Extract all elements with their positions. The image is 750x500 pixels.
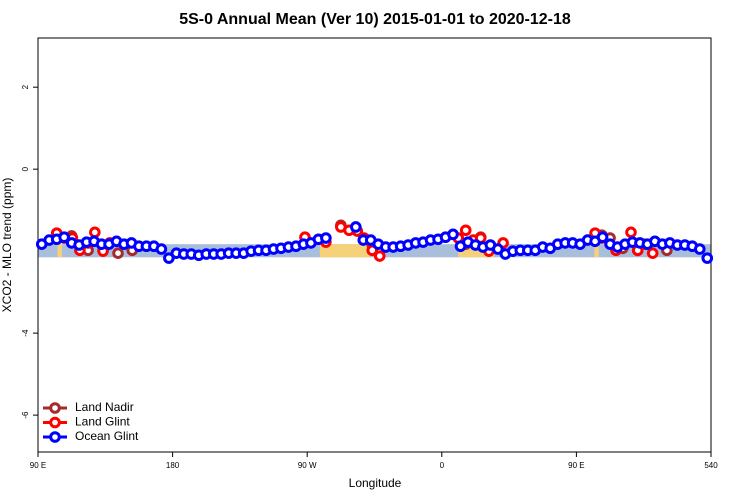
band [319,244,371,258]
legend-label: Ocean Glint [75,429,139,443]
point [625,226,637,239]
point [596,231,609,244]
legend-marker [49,431,61,443]
x-tick-label: 90 E [30,461,46,470]
x-tick-label: 540 [704,461,718,470]
x-tick-label: 0 [440,461,445,470]
point [459,224,472,237]
legend-label: Land Nadir [75,400,134,414]
point [693,243,706,255]
y-tick-label: -4 [21,329,30,337]
point [320,232,332,244]
legend-label: Land Glint [75,415,130,429]
point [447,228,459,241]
x-tick-label: 90 E [568,461,584,470]
chart-title: 5S-0 Annual Mean (Ver 10) 2015-01-01 to … [179,11,571,28]
y-tick-label: 0 [21,166,30,171]
point [163,252,175,264]
point [492,243,504,255]
band [57,244,62,258]
x-tick-label: 90 W [298,461,317,470]
point [155,243,168,255]
x-axis-label: Longitude [349,476,402,490]
point [701,252,714,264]
x-tick-label: 180 [166,461,180,470]
point [112,247,124,259]
point [646,247,659,259]
legend-marker [49,402,61,414]
legend-marker [49,416,61,429]
point [89,226,101,239]
y-tick-label: 2 [21,84,30,89]
point [373,250,386,262]
y-tick-label: -6 [21,411,30,419]
point [58,231,70,244]
y-axis-label: XCO2 - MLO trend (ppm) [0,178,14,313]
point [350,221,362,233]
band [594,244,599,258]
